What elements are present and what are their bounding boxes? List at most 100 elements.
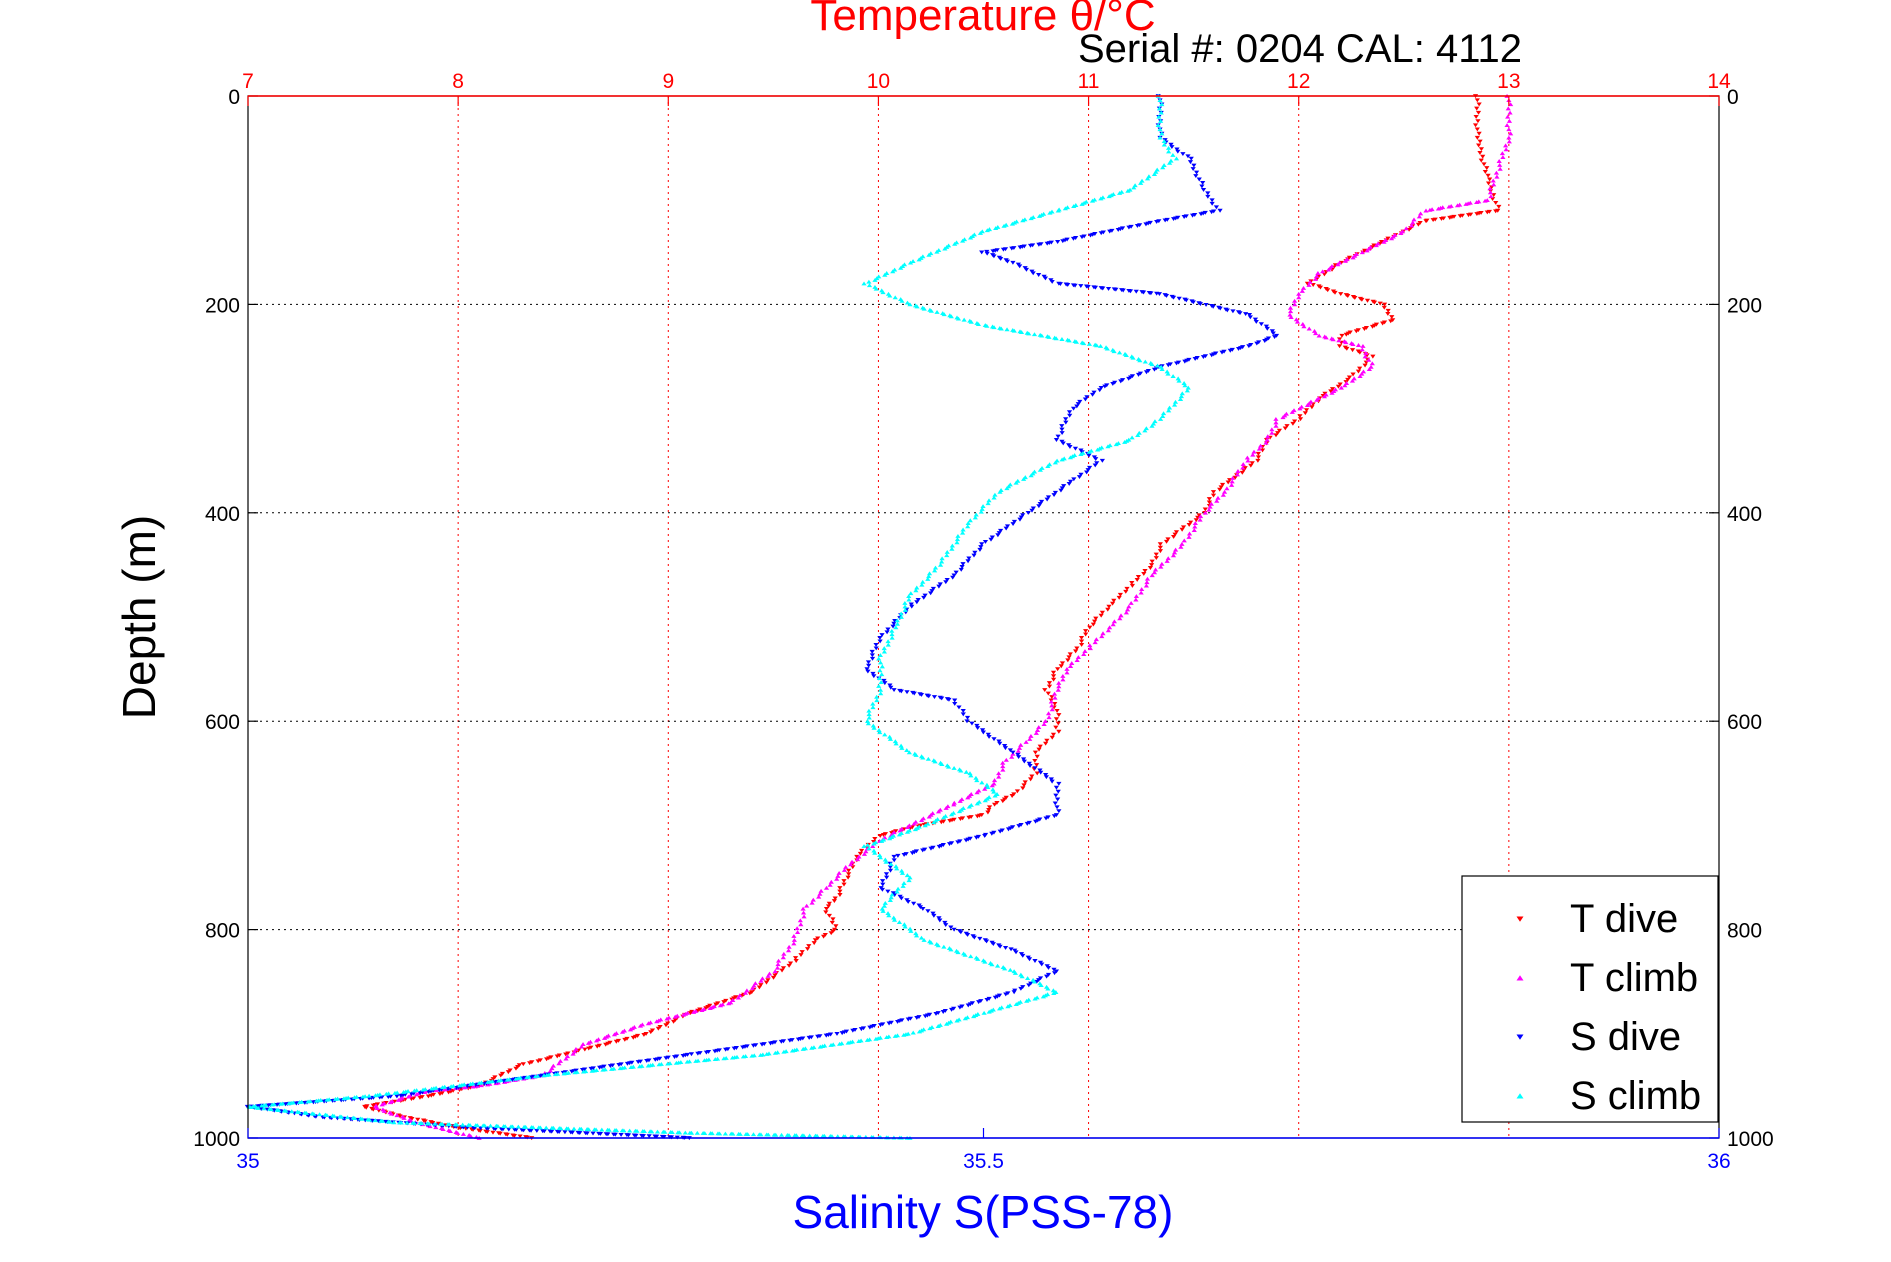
- data-point: [476, 1080, 482, 1085]
- data-point: [316, 1112, 323, 1117]
- data-point: [1059, 424, 1065, 429]
- data-point: [1032, 758, 1038, 763]
- data-point: [1042, 688, 1048, 693]
- data-point: [613, 1039, 619, 1044]
- data-point: [887, 736, 894, 741]
- data-point: [625, 1133, 632, 1138]
- data-point: [670, 1019, 677, 1024]
- data-point: [676, 1130, 683, 1135]
- data-point: [1127, 289, 1134, 294]
- data-point: [324, 1097, 330, 1102]
- data-point: [806, 944, 812, 949]
- data-point: [1167, 160, 1173, 165]
- data-point: [986, 735, 992, 739]
- data-point: [392, 1090, 398, 1095]
- data-point: [455, 1131, 461, 1135]
- data-point: [1023, 739, 1029, 744]
- data-point: [904, 829, 911, 834]
- data-point: [1049, 707, 1055, 712]
- data-point: [1474, 135, 1480, 140]
- data-point: [870, 705, 876, 710]
- data-point: [1005, 1004, 1011, 1009]
- data-point: [1203, 303, 1209, 307]
- data-point: [1205, 191, 1211, 196]
- data-point: [946, 764, 952, 769]
- data-point: [624, 1061, 631, 1066]
- data-point: [1087, 643, 1093, 648]
- data-point: [644, 1059, 650, 1063]
- data-point: [949, 543, 955, 548]
- data-point: [765, 974, 771, 978]
- data-point: [1027, 243, 1034, 248]
- data-point: [1482, 198, 1488, 203]
- data-point: [872, 850, 878, 855]
- data-point: [1059, 431, 1065, 435]
- data-point: [1200, 355, 1207, 360]
- data-point: [1020, 218, 1026, 223]
- data-point: [282, 1102, 289, 1107]
- data-point: [1144, 580, 1150, 585]
- data-point: [991, 325, 997, 330]
- data-point: [1120, 288, 1126, 293]
- data-point: [1183, 298, 1189, 303]
- data-point: [594, 1044, 600, 1049]
- data-point: [1141, 572, 1147, 576]
- data-point: [1475, 119, 1481, 124]
- data-point: [1034, 979, 1040, 984]
- data-point: [1427, 207, 1433, 212]
- data-point: [925, 909, 931, 914]
- data-point: [1438, 217, 1445, 221]
- data-point: [939, 696, 945, 701]
- data-point: [261, 1106, 267, 1111]
- data-point: [967, 235, 974, 240]
- data-point: [268, 1107, 274, 1112]
- data-point: [1086, 453, 1092, 458]
- data-point: [521, 1128, 527, 1133]
- data-point: [937, 582, 943, 587]
- data-point: [1187, 160, 1194, 165]
- data-point: [764, 1051, 770, 1056]
- data-point: [702, 1131, 708, 1135]
- y-tick-label-right: 600: [1727, 711, 1762, 734]
- data-point: [1507, 110, 1513, 115]
- data-point: [865, 719, 871, 724]
- data-point: [971, 553, 977, 558]
- data-point: [1009, 246, 1015, 251]
- y-tick-label-right: 0: [1727, 86, 1739, 109]
- data-point: [1149, 559, 1155, 564]
- data-point: [504, 1077, 510, 1082]
- data-point: [1508, 131, 1514, 136]
- data-point: [1126, 604, 1132, 609]
- data-point: [374, 1106, 380, 1110]
- data-point: [1022, 780, 1028, 785]
- data-point: [1276, 428, 1283, 433]
- y-tick-label-right: 1000: [1727, 1128, 1774, 1151]
- data-point: [1100, 631, 1106, 636]
- data-point: [887, 898, 893, 903]
- data-point: [1143, 222, 1149, 227]
- data-point: [1217, 487, 1223, 492]
- data-point: [826, 913, 832, 918]
- data-point: [1078, 284, 1084, 289]
- data-point: [1304, 403, 1311, 407]
- data-point: [815, 1034, 821, 1039]
- data-point: [800, 906, 806, 911]
- data-point: [985, 810, 991, 815]
- data-point: [919, 582, 925, 587]
- data-point: [1125, 188, 1131, 193]
- data-point: [992, 802, 998, 807]
- data-point: [1248, 463, 1254, 468]
- data-point: [588, 1066, 594, 1071]
- data-point: [274, 1102, 280, 1107]
- data-point: [904, 300, 911, 305]
- data-point: [877, 639, 883, 644]
- data-point: [460, 1132, 466, 1136]
- data-point: [1230, 475, 1236, 480]
- data-point: [546, 1056, 552, 1061]
- data-point: [1066, 481, 1072, 486]
- data-point: [1056, 809, 1062, 814]
- data-point: [1008, 947, 1014, 952]
- data-point: [422, 1119, 428, 1124]
- data-point: [1137, 358, 1143, 363]
- data-point: [1043, 816, 1049, 821]
